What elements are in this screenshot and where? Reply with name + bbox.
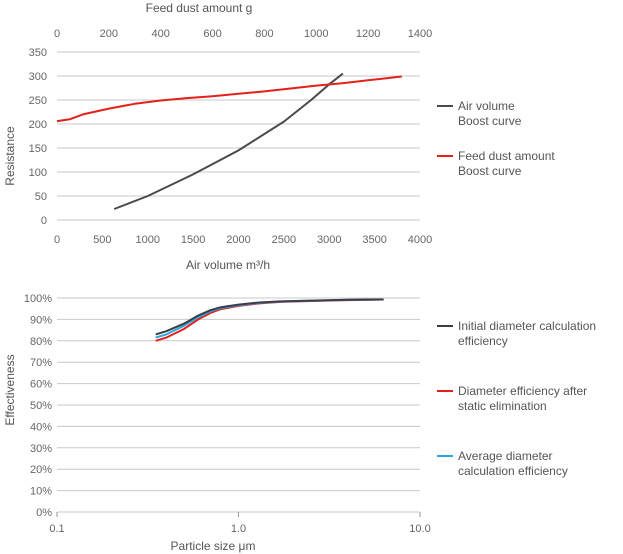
y-axis-title: Resistance <box>3 126 17 186</box>
x-tick-label: 3000 <box>317 234 341 246</box>
x-tick-label: 1500 <box>181 234 205 246</box>
x-tick-label: 1.0 <box>231 523 246 535</box>
y-tick-label: 250 <box>29 95 47 107</box>
series-line <box>113 72 344 210</box>
top-x-tick-label: 1200 <box>356 28 380 40</box>
top-x-axis-title: Feed dust amount g <box>146 1 253 15</box>
y-tick-label: 100 <box>29 167 47 179</box>
x-tick-label: 4000 <box>408 234 432 246</box>
top-x-tick-label: 800 <box>255 28 273 40</box>
y-tick-label: 80% <box>30 336 52 348</box>
series-line <box>155 298 384 336</box>
legend-label: Average diameter <box>458 449 553 463</box>
top-x-tick-label: 0 <box>54 28 60 40</box>
top-x-tick-label: 400 <box>152 28 170 40</box>
y-tick-label: 40% <box>30 421 52 433</box>
y-tick-label: 150 <box>29 143 47 155</box>
top-x-tick-label: 1400 <box>408 28 432 40</box>
y-tick-label: 50% <box>30 400 52 412</box>
y-tick-label: 300 <box>29 71 47 83</box>
y-tick-label: 100% <box>24 293 52 305</box>
legend-label: Boost curve <box>458 164 522 178</box>
x-tick-label: 0.1 <box>49 523 64 535</box>
x-tick-label: 3500 <box>362 234 386 246</box>
y-tick-label: 0 <box>41 215 47 227</box>
y-tick-label: 30% <box>30 443 52 455</box>
legend-label: calculation efficiency <box>458 464 568 478</box>
x-tick-label: 10.0 <box>409 523 430 535</box>
y-tick-label: 0% <box>36 507 52 519</box>
x-tick-label: 0 <box>54 234 60 246</box>
x-tick-label: 500 <box>93 234 111 246</box>
legend-label: Diameter efficiency after <box>458 384 587 398</box>
legend-label: Initial diameter calculation <box>458 319 596 333</box>
y-tick-label: 350 <box>29 47 47 59</box>
y-tick-label: 90% <box>30 314 52 326</box>
x-axis-title: Air volume m³/h <box>186 258 270 272</box>
y-tick-label: 20% <box>30 464 52 476</box>
y-axis-title: Effectiveness <box>3 354 17 425</box>
y-tick-label: 50 <box>35 191 47 203</box>
series-line <box>56 75 402 123</box>
top-x-tick-label: 200 <box>100 28 118 40</box>
x-tick-label: 2000 <box>226 234 250 246</box>
y-tick-label: 200 <box>29 119 47 131</box>
y-tick-label: 10% <box>30 486 52 498</box>
legend-label: Air volume <box>458 99 515 113</box>
effectiveness-chart: 0% 10% 20% 30% 40% 50% 60% 70% 80% 90% 100% 0.1 1.0 1… <box>3 293 596 553</box>
legend-label: static elimination <box>458 399 547 413</box>
top-x-tick-label: 600 <box>203 28 221 40</box>
legend-label: efficiency <box>458 334 508 348</box>
x-tick-label: 2500 <box>272 234 296 246</box>
x-tick-label: 1000 <box>136 234 160 246</box>
x-axis-title: Particle size μm <box>171 539 256 553</box>
legend-label: Feed dust amount <box>458 149 555 163</box>
top-x-tick-label: 1000 <box>304 28 328 40</box>
y-tick-label: 60% <box>30 379 52 391</box>
y-tick-label: 70% <box>30 357 52 369</box>
legend-label: Boost curve <box>458 114 522 128</box>
series-line <box>155 298 384 339</box>
